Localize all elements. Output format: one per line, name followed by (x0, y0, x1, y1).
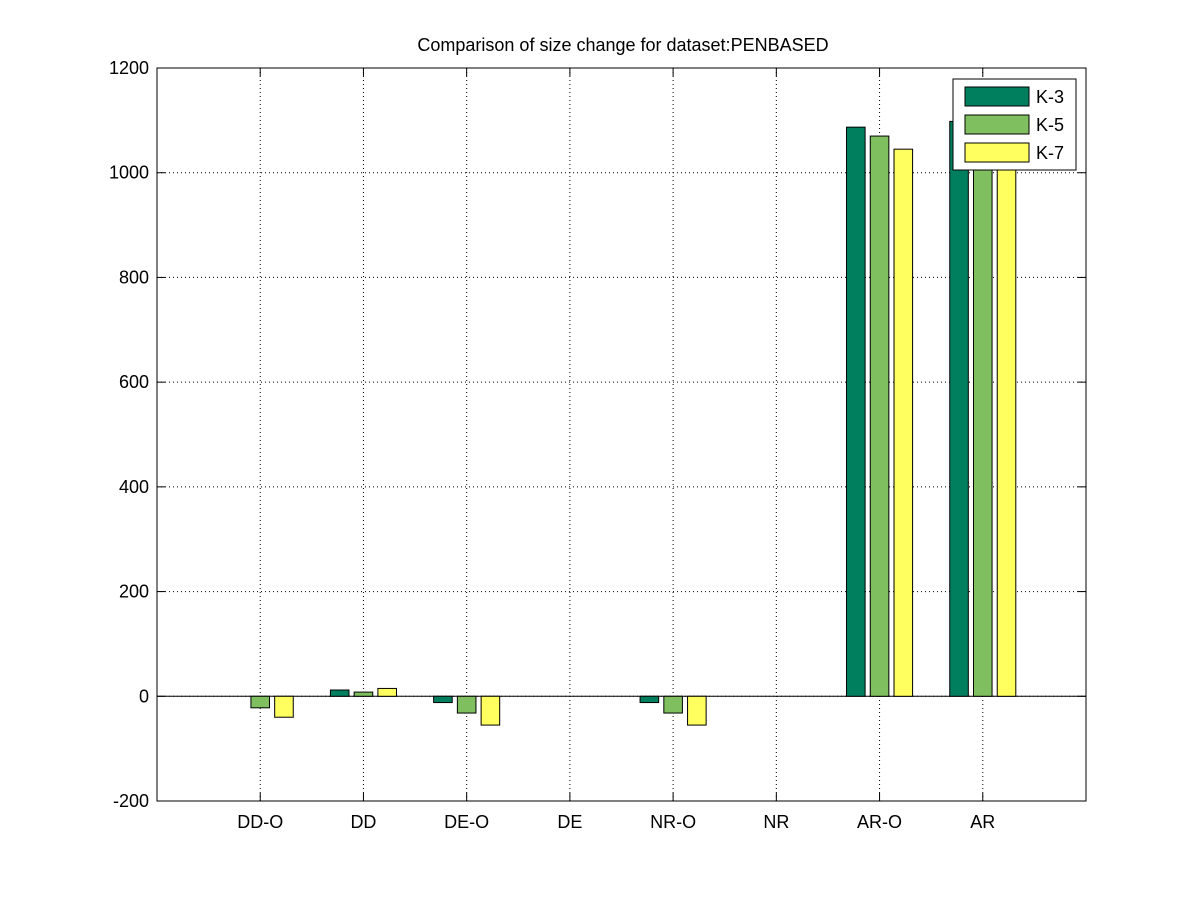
bar-k-7-dd (377, 687, 397, 697)
bar-k-7-ar-o (893, 148, 914, 697)
y-tick-label: -200 (113, 791, 149, 811)
x-tick-label: NR-O (650, 812, 696, 832)
y-tick-label: 0 (139, 686, 149, 706)
bar-k-3-dd (329, 689, 350, 697)
x-axis-tick-labels: DD-O DD DE-O DE NR-O NR AR-O AR (237, 812, 995, 832)
y-tick-label: 1200 (109, 58, 149, 78)
legend-swatch (964, 114, 1030, 135)
bar-k-5-dd (353, 691, 374, 697)
x-tick-label: DD-O (237, 812, 283, 832)
bar-k-5-ar (972, 130, 993, 697)
legend-swatch (964, 142, 1030, 163)
y-tick-label: 400 (119, 477, 149, 497)
y-tick-label: 1000 (109, 163, 149, 183)
y-tick-label: 800 (119, 267, 149, 287)
bar-k-7-de-o (480, 695, 501, 726)
y-tick-label: 200 (119, 582, 149, 602)
grid-lines (157, 68, 1086, 801)
bar-k-7-dd-o (274, 695, 294, 718)
x-tick-label: DE (557, 812, 582, 832)
bar-k-5-dd-o (250, 695, 271, 709)
bar-k-5-de-o (456, 695, 477, 714)
bar-k-7-nr-o (687, 695, 707, 726)
y-tick-label: 600 (119, 372, 149, 392)
legend: K-3 K-5 K-7 (952, 78, 1077, 171)
bar-k-5-nr-o (663, 695, 683, 714)
legend-swatch (964, 86, 1030, 107)
x-tick-label: AR (970, 812, 995, 832)
bar-k-3-ar-o (846, 126, 866, 697)
axis-ticks (157, 67, 1086, 802)
x-tick-label: AR-O (857, 812, 902, 832)
plot-area-frame (156, 67, 1087, 802)
bars (250, 120, 1017, 726)
y-axis-tick-labels: -200 0 200 400 600 800 1000 1200 (109, 58, 149, 811)
bar-k-3-ar (949, 120, 969, 697)
legend-label: K-3 (1036, 87, 1064, 107)
bar-k-5-ar-o (869, 135, 890, 697)
x-tick-label: DE-O (444, 812, 489, 832)
bar-k-3-nr-o (639, 695, 660, 704)
bar-k-7-ar (996, 140, 1017, 697)
x-tick-label: DD (350, 812, 376, 832)
x-tick-label: NR (763, 812, 789, 832)
legend-label: K-7 (1036, 143, 1064, 163)
chart-title: Comparison of size change for dataset:PE… (417, 35, 828, 55)
legend-label: K-5 (1036, 115, 1064, 135)
bar-k-3-de-o (433, 695, 453, 704)
